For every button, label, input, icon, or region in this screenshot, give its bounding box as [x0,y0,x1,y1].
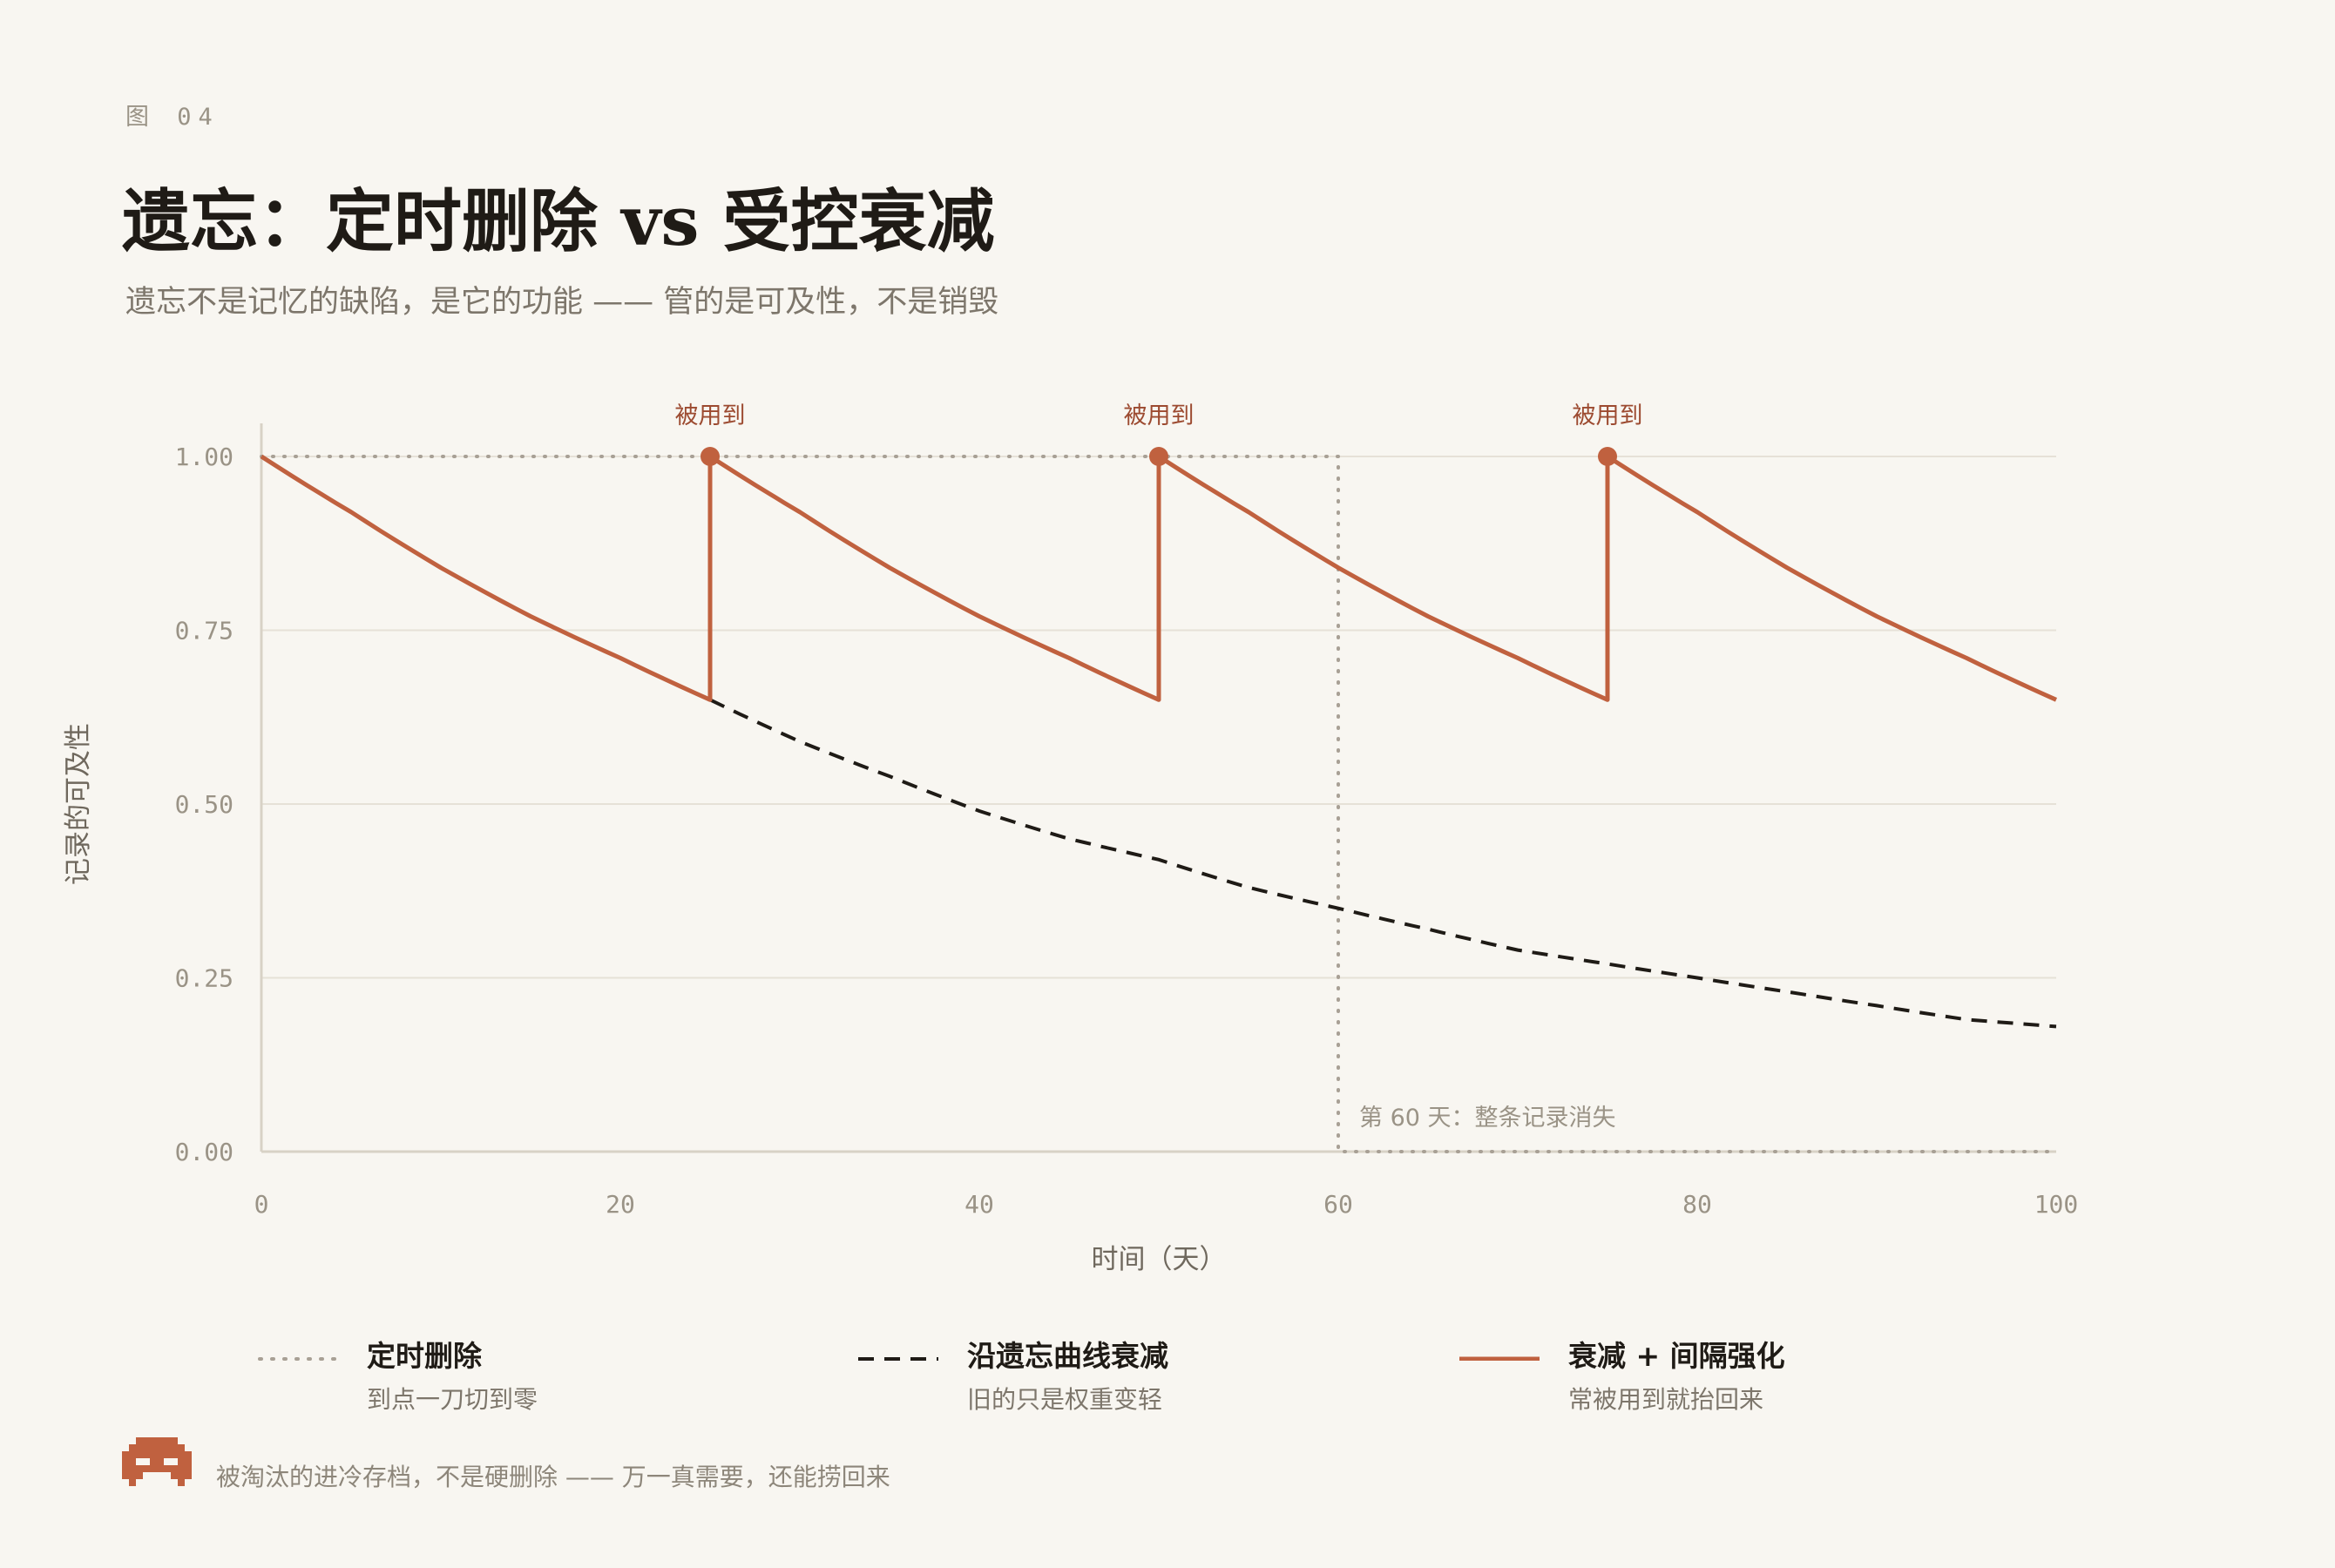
forgetting-curve-line [709,698,2057,1029]
legend-name: 沿遗忘曲线衰减 [967,1339,1168,1373]
legend-desc: 旧的只是权重变轻 [967,1385,1163,1414]
dotted-line-swatch [258,1357,338,1361]
chart: 0.00 0.25 0.50 0.75 1.00 0 20 40 60 80 100 时间（天） 记录的… [63,402,2078,1275]
dashed-line-swatch [858,1357,938,1361]
x-tick-label: 40 [964,1190,994,1219]
legend-desc: 到点一刀切到零 [367,1385,538,1414]
pixel-creature-icon [122,1437,192,1486]
y-tick-label: 1.00 [175,443,234,471]
chart-labels: 0.00 0.25 0.50 0.75 1.00 0 20 40 60 80 100 时间（天） 记录的… [63,402,2078,1275]
figure-label: 图 04 [125,104,220,131]
reinforce-point [1149,447,1168,466]
chart-axes [260,423,2056,1153]
used-label: 被用到 [675,402,746,429]
chart-series [260,454,2058,1153]
footer-text: 被淘汰的进冷存档，不是硬删除 —— 万一真需要，还能捞回来 [216,1463,890,1491]
x-tick-label: 60 [1323,1190,1353,1219]
y-tick-label: 0.75 [175,617,234,645]
decay-reinforce-line [260,454,2058,702]
reinforce-point [1598,447,1617,466]
reinforce-point [700,447,720,466]
legend-desc: 常被用到就抬回来 [1568,1385,1764,1414]
x-tick-label: 0 [254,1190,269,1219]
solid-line-swatch [1459,1356,1540,1361]
page-title: 遗忘：定时删除 vs 受控衰减 [122,182,995,261]
used-label: 被用到 [1124,402,1195,429]
chart-marks [700,447,1617,466]
x-axis-label: 时间（天） [1092,1244,1227,1275]
y-tick-label: 0.50 [175,790,234,819]
x-tick-label: 100 [2034,1190,2079,1219]
y-tick-label: 0.25 [175,964,234,993]
deletion-annotation: 第 60 天：整条记录消失 [1359,1105,1616,1132]
page-subtitle: 遗忘不是记忆的缺陷，是它的功能 —— 管的是可及性，不是销毁 [125,285,999,320]
y-tick-label: 0.00 [175,1138,234,1166]
scheduled-delete-line [260,455,2058,1153]
legend-name: 衰减 + 间隔强化 [1568,1339,1785,1373]
used-label: 被用到 [1573,402,1643,429]
x-tick-label: 20 [606,1190,635,1219]
y-axis-label: 记录的可及性 [63,723,94,885]
x-tick-label: 80 [1682,1190,1712,1219]
legend-name: 定时删除 [367,1339,482,1373]
